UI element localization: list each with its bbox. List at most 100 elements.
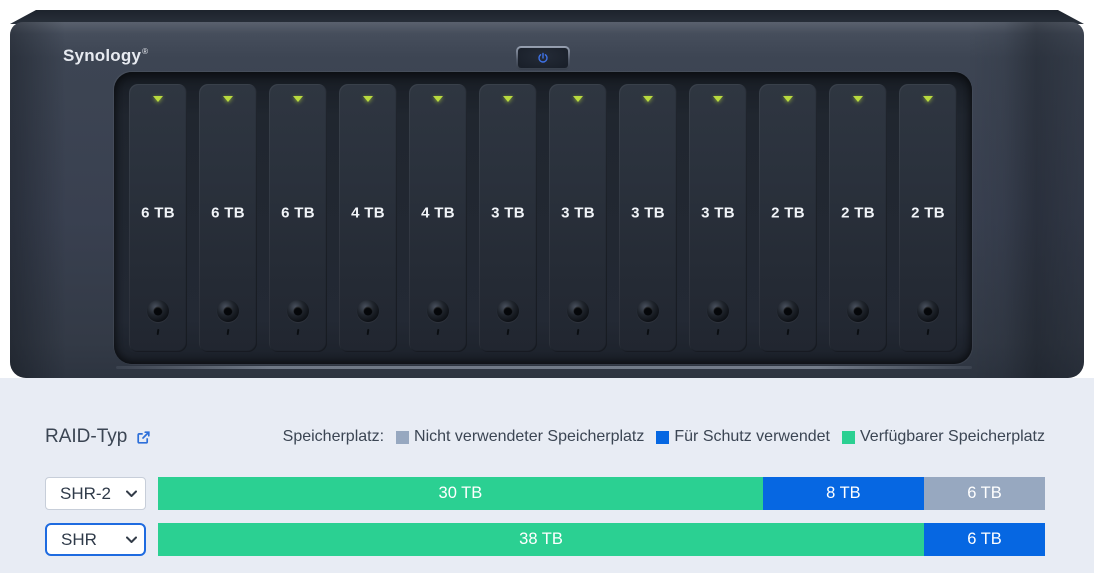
- capacity-bar: 30 TB 8 TB 6 TB: [158, 477, 1045, 510]
- drive-lock-icon: [147, 300, 169, 322]
- drive-capacity-label: 6 TB: [281, 204, 315, 222]
- bar-segment-label: 30 TB: [438, 484, 483, 502]
- drive-bay[interactable]: 2 TB: [899, 84, 957, 352]
- capacity-bar: 38 TB 6 TB: [158, 523, 1045, 556]
- drive-bay[interactable]: 4 TB: [339, 84, 397, 352]
- raid-row: SHR-2 30 TB 8 TB 6 TB: [45, 477, 1045, 510]
- drive-bay[interactable]: 3 TB: [479, 84, 537, 352]
- drive-lock-icon: [427, 300, 449, 322]
- legend: Speicherplatz: Nicht verwendeter Speiche…: [283, 428, 1045, 446]
- synology-logo: Synology®: [63, 46, 148, 66]
- bar-segment-label: 6 TB: [967, 484, 1002, 502]
- legend-item: Für Schutz verwendet: [656, 428, 830, 446]
- drive-bay[interactable]: 4 TB: [409, 84, 467, 352]
- drive-led-icon: [293, 96, 303, 102]
- drive-led-icon: [433, 96, 443, 102]
- bar-segment-protection: 6 TB: [924, 523, 1045, 556]
- drive-lock-tick: [926, 328, 930, 336]
- drive-lock-tick: [716, 328, 720, 336]
- drive-led-icon: [923, 96, 933, 102]
- raid-type-select[interactable]: SHR-2: [45, 477, 146, 510]
- raid-type-label: RAID-Typ: [45, 426, 128, 447]
- drive-bay[interactable]: 2 TB: [759, 84, 817, 352]
- drive-bay[interactable]: 6 TB: [199, 84, 257, 352]
- legend-item: Verfügbarer Speicherplatz: [842, 428, 1045, 446]
- drive-capacity-label: 3 TB: [701, 204, 735, 222]
- raid-select-wrap: SHR-2: [45, 477, 146, 510]
- drive-capacity-label: 2 TB: [771, 204, 805, 222]
- power-button: [516, 46, 570, 70]
- drive-led-icon: [853, 96, 863, 102]
- drive-led-icon: [783, 96, 793, 102]
- panel-header: RAID-Typ Speicherplatz: Nicht verwendete…: [45, 426, 1045, 448]
- drive-led-icon: [153, 96, 163, 102]
- drive-lock-icon: [287, 300, 309, 322]
- drive-lock-tick: [226, 328, 230, 336]
- drive-lock-tick: [156, 328, 160, 336]
- drive-lock-icon: [217, 300, 239, 322]
- legend-swatch: [396, 430, 410, 444]
- drive-led-icon: [363, 96, 373, 102]
- bar-segment-available: 30 TB: [158, 477, 763, 510]
- drive-lock-tick: [366, 328, 370, 336]
- drive-led-icon: [223, 96, 233, 102]
- drive-capacity-label: 3 TB: [491, 204, 525, 222]
- drive-bay-row: 6 TB 6 TB 6 TB 4 TB 4 TB 3 TB 3 TB 3 TB 3 TB 2 TB…: [114, 72, 972, 364]
- raid-type-heading: RAID-Typ: [45, 426, 151, 448]
- registered-mark: ®: [142, 47, 149, 57]
- drive-lock-icon: [637, 300, 659, 322]
- drive-capacity-label: 2 TB: [841, 204, 875, 222]
- drive-lock-icon: [497, 300, 519, 322]
- raid-row: SHR 38 TB 6 TB: [45, 523, 1045, 556]
- bar-segment-available: 38 TB: [158, 523, 925, 556]
- drive-capacity-label: 2 TB: [911, 204, 945, 222]
- drive-lock-tick: [786, 328, 790, 336]
- power-button-face: [518, 48, 568, 68]
- drive-capacity-label: 3 TB: [561, 204, 595, 222]
- raid-rows: SHR-2 30 TB 8 TB 6 TB SHR 38 TB 6 TB: [45, 477, 1045, 556]
- drive-lock-icon: [707, 300, 729, 322]
- drive-lock-icon: [917, 300, 939, 322]
- power-icon: [538, 52, 548, 63]
- drive-lock-icon: [357, 300, 379, 322]
- nas-top-edge: [10, 10, 1084, 24]
- drive-lock-tick: [436, 328, 440, 336]
- drive-capacity-label: 6 TB: [211, 204, 245, 222]
- drive-bay[interactable]: 3 TB: [619, 84, 677, 352]
- drive-lock-tick: [506, 328, 510, 336]
- drive-lock-tick: [646, 328, 650, 336]
- bar-segment-label: 6 TB: [967, 530, 1002, 548]
- drive-lock-icon: [567, 300, 589, 322]
- raid-type-select[interactable]: SHR: [45, 523, 146, 556]
- drive-bay[interactable]: 6 TB: [269, 84, 327, 352]
- drive-capacity-label: 4 TB: [421, 204, 455, 222]
- nas-front-panel: Synology® 6 TB 6 TB 6 TB 4 TB 4 TB 3 TB 3 TB 3 …: [10, 22, 1084, 378]
- drive-led-icon: [573, 96, 583, 102]
- drive-bay[interactable]: 3 TB: [549, 84, 607, 352]
- bar-segment-label: 8 TB: [826, 484, 861, 502]
- drive-led-icon: [643, 96, 653, 102]
- drive-bay[interactable]: 6 TB: [129, 84, 187, 352]
- raid-calculator-panel: RAID-Typ Speicherplatz: Nicht verwendete…: [0, 378, 1094, 573]
- external-link-icon[interactable]: [136, 430, 151, 445]
- legend-items: Nicht verwendeter Speicherplatz Für Schut…: [396, 428, 1045, 446]
- raid-select-wrap: SHR: [45, 523, 146, 556]
- bar-segment-protection: 8 TB: [762, 477, 925, 510]
- drive-lock-tick: [576, 328, 580, 336]
- brand-text: Synology: [63, 46, 142, 65]
- drive-lock-tick: [856, 328, 860, 336]
- drive-lock-tick: [296, 328, 300, 336]
- drive-bay[interactable]: 2 TB: [829, 84, 887, 352]
- legend-label: Für Schutz verwendet: [674, 428, 830, 445]
- drive-capacity-label: 6 TB: [141, 204, 175, 222]
- drive-lock-icon: [847, 300, 869, 322]
- drive-led-icon: [503, 96, 513, 102]
- drive-lock-icon: [777, 300, 799, 322]
- bar-segment-unused: 6 TB: [924, 477, 1045, 510]
- bar-segment-label: 38 TB: [519, 530, 563, 548]
- drive-capacity-label: 3 TB: [631, 204, 665, 222]
- bay-bottom-highlight: [116, 366, 972, 369]
- drive-capacity-label: 4 TB: [351, 204, 385, 222]
- legend-title: Speicherplatz:: [282, 428, 385, 445]
- drive-bay[interactable]: 3 TB: [689, 84, 747, 352]
